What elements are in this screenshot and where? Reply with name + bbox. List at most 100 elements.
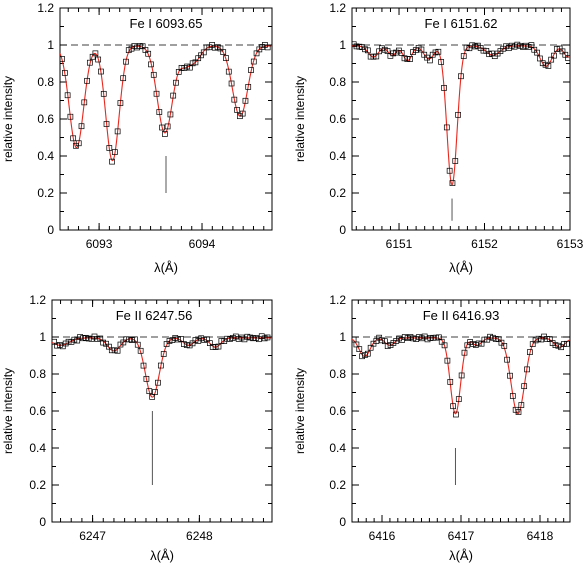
data-point bbox=[527, 349, 533, 355]
x-axis-label: λ(Å) bbox=[449, 548, 473, 563]
x-axis-label: λ(Å) bbox=[150, 548, 174, 563]
y-tick-label: 0.4 bbox=[329, 149, 346, 163]
y-tick-label: 0.4 bbox=[29, 441, 46, 455]
data-point bbox=[444, 357, 451, 364]
y-tick-label: 0.6 bbox=[29, 404, 46, 418]
data-point bbox=[85, 335, 92, 342]
data-point bbox=[126, 336, 132, 343]
data-point bbox=[155, 379, 161, 386]
data-point bbox=[212, 344, 219, 350]
data-point bbox=[461, 349, 468, 356]
data-point bbox=[123, 58, 129, 65]
data-point bbox=[239, 110, 246, 117]
data-point bbox=[150, 71, 157, 78]
data-point bbox=[94, 336, 101, 342]
data-point bbox=[111, 149, 118, 155]
model-fit-line bbox=[52, 337, 272, 398]
data-point bbox=[162, 131, 168, 137]
data-point bbox=[225, 68, 232, 75]
data-point bbox=[250, 58, 257, 65]
data-point bbox=[189, 340, 196, 347]
x-tick-label: 6248 bbox=[186, 529, 213, 543]
data-point bbox=[356, 346, 363, 352]
x-tick-label: 6418 bbox=[527, 529, 554, 543]
x-tick-label: 6094 bbox=[189, 237, 216, 251]
panel-title: Fe I 6093.65 bbox=[130, 16, 203, 31]
data-point bbox=[504, 356, 510, 363]
data-point bbox=[120, 339, 127, 346]
data-point bbox=[521, 383, 528, 390]
data-point bbox=[192, 337, 199, 343]
data-point bbox=[145, 50, 152, 57]
data-point bbox=[109, 158, 115, 165]
data-point bbox=[114, 347, 121, 354]
data-point bbox=[77, 334, 83, 340]
data-point bbox=[86, 59, 93, 66]
data-point bbox=[441, 342, 448, 349]
spectrum-panel-3: 0 0.2 0.4 0.6 0.8 1 1.2 6247 6248 relative intens… bbox=[1, 293, 273, 563]
y-tick-label: 0.4 bbox=[329, 441, 346, 455]
data-point bbox=[148, 61, 154, 68]
data-point bbox=[120, 75, 127, 82]
data-point bbox=[159, 124, 165, 131]
data-point bbox=[250, 335, 256, 342]
data-point bbox=[143, 375, 150, 382]
data-point bbox=[62, 340, 69, 347]
y-tick-label: 1.2 bbox=[29, 293, 46, 307]
data-point bbox=[518, 402, 525, 408]
spectrum-panel-2: 0 0.2 0.4 0.6 0.8 1 1.2 6151 6152 6153 relative in… bbox=[293, 1, 584, 275]
data-point bbox=[450, 403, 456, 410]
data-point bbox=[149, 394, 156, 400]
data-point bbox=[103, 121, 110, 127]
data-point bbox=[228, 80, 235, 87]
data-point bbox=[264, 44, 271, 51]
data-point bbox=[186, 342, 193, 349]
plot-frame bbox=[351, 7, 571, 231]
data-point bbox=[81, 99, 88, 106]
data-point bbox=[106, 343, 112, 350]
data-point bbox=[132, 336, 138, 343]
y-axis-label: relative intensity bbox=[1, 368, 15, 454]
data-point bbox=[231, 96, 238, 103]
x-tick-label: 6247 bbox=[79, 529, 106, 543]
data-point bbox=[61, 70, 68, 76]
y-tick-label: 0.2 bbox=[329, 186, 346, 200]
data-point bbox=[398, 50, 405, 56]
data-point bbox=[458, 372, 465, 379]
data-point bbox=[146, 388, 153, 395]
data-point bbox=[563, 340, 570, 347]
data-point bbox=[220, 49, 227, 55]
data-point bbox=[198, 335, 205, 342]
data-point bbox=[52, 338, 57, 345]
data-point bbox=[78, 123, 85, 130]
data-point bbox=[364, 350, 371, 357]
data-point bbox=[248, 67, 254, 73]
y-tick-label: 0 bbox=[339, 515, 346, 529]
data-point bbox=[438, 59, 445, 65]
data-point bbox=[164, 123, 171, 130]
y-tick-label: 1 bbox=[39, 330, 46, 344]
data-point bbox=[235, 336, 242, 342]
data-point bbox=[97, 335, 104, 342]
data-point bbox=[106, 145, 113, 151]
data-point bbox=[178, 336, 184, 342]
x-tick-label: 6417 bbox=[448, 529, 475, 543]
data-point bbox=[74, 337, 81, 344]
data-point bbox=[100, 339, 107, 346]
data-point bbox=[170, 92, 177, 99]
data-point bbox=[524, 366, 530, 373]
y-tick-label: 0.6 bbox=[37, 112, 54, 126]
data-point bbox=[441, 85, 447, 91]
data-point bbox=[410, 335, 417, 342]
y-axis-label: relative intensity bbox=[293, 76, 307, 162]
y-tick-label: 0.6 bbox=[329, 112, 346, 126]
data-point bbox=[256, 336, 262, 343]
data-point bbox=[264, 334, 271, 341]
data-point bbox=[157, 362, 164, 369]
x-tick-label: 6151 bbox=[386, 237, 413, 251]
data-point bbox=[173, 79, 179, 86]
plot-frame bbox=[351, 299, 571, 523]
data-point bbox=[458, 73, 464, 80]
data-point bbox=[244, 333, 251, 340]
